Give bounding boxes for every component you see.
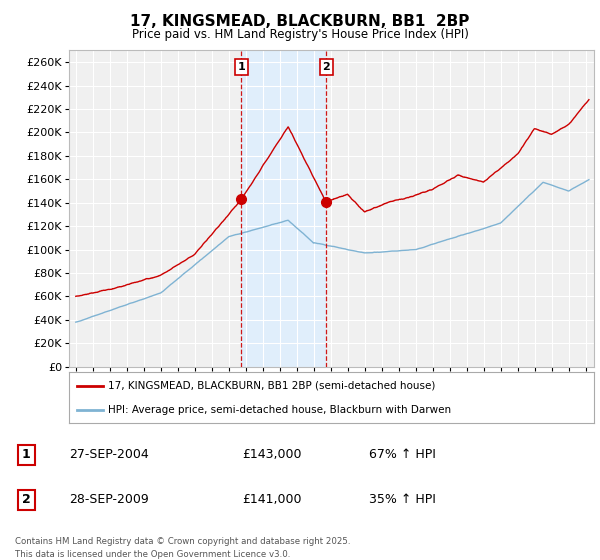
Text: £141,000: £141,000	[242, 493, 302, 506]
Text: 27-SEP-2004: 27-SEP-2004	[70, 449, 149, 461]
Text: 1: 1	[238, 62, 245, 72]
Text: 2: 2	[323, 62, 330, 72]
Text: 28-SEP-2009: 28-SEP-2009	[70, 493, 149, 506]
Text: 17, KINGSMEAD, BLACKBURN, BB1 2BP (semi-detached house): 17, KINGSMEAD, BLACKBURN, BB1 2BP (semi-…	[109, 380, 436, 390]
Text: 1: 1	[22, 449, 31, 461]
Text: 35% ↑ HPI: 35% ↑ HPI	[369, 493, 436, 506]
Text: Price paid vs. HM Land Registry's House Price Index (HPI): Price paid vs. HM Land Registry's House …	[131, 28, 469, 41]
Text: 17, KINGSMEAD, BLACKBURN, BB1  2BP: 17, KINGSMEAD, BLACKBURN, BB1 2BP	[130, 14, 470, 29]
Text: 2: 2	[22, 493, 31, 506]
Text: HPI: Average price, semi-detached house, Blackburn with Darwen: HPI: Average price, semi-detached house,…	[109, 405, 452, 415]
Text: £143,000: £143,000	[242, 449, 302, 461]
Text: 67% ↑ HPI: 67% ↑ HPI	[369, 449, 436, 461]
Text: Contains HM Land Registry data © Crown copyright and database right 2025.
This d: Contains HM Land Registry data © Crown c…	[15, 538, 350, 559]
Bar	[241, 50, 326, 367]
